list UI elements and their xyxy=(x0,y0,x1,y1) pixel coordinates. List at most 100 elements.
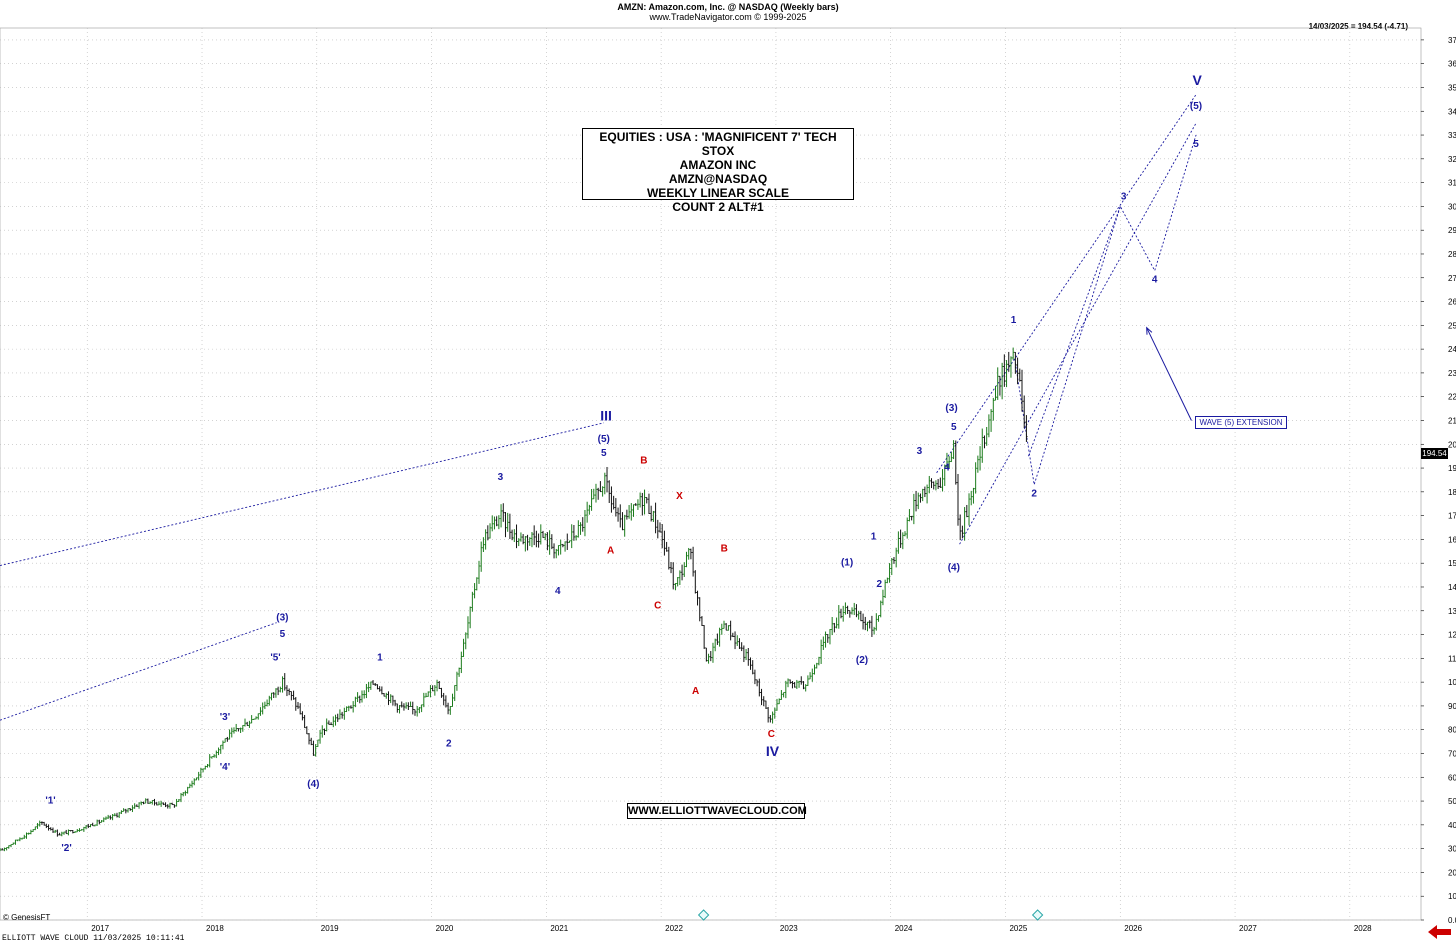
info-line: COUNT 2 ALT#1 xyxy=(672,200,764,214)
x-tick-label: 2023 xyxy=(780,924,798,933)
x-tick-label: 2028 xyxy=(1354,924,1372,933)
y-tick-label: 90.00 xyxy=(1448,702,1456,711)
x-tick-label: 2022 xyxy=(665,924,683,933)
y-tick-label: 210.00 xyxy=(1448,416,1456,425)
wave-label: III xyxy=(600,407,612,423)
y-tick-label: 240.00 xyxy=(1448,345,1456,354)
y-tick-label: 100.00 xyxy=(1448,678,1456,687)
wave-label: B xyxy=(640,455,647,466)
wave-label: '5' xyxy=(270,653,280,664)
projection-line xyxy=(1028,206,1121,457)
y-tick-label: 70.00 xyxy=(1448,749,1456,758)
y-tick-label: 230.00 xyxy=(1448,369,1456,378)
wave-label: '3' xyxy=(220,712,230,723)
x-tick-label: 2026 xyxy=(1124,924,1142,933)
wave-label: (1) xyxy=(841,558,853,569)
chart-title: AMZN: Amazon.com, Inc. @ NASDAQ (Weekly … xyxy=(617,2,839,12)
y-tick-label: 190.00 xyxy=(1448,464,1456,473)
wave-label: 2 xyxy=(446,738,452,749)
x-tick-label: 2017 xyxy=(91,924,109,933)
price-bars xyxy=(0,347,1028,852)
wave-label: A xyxy=(607,546,614,557)
x-tick-label: 2024 xyxy=(895,924,913,933)
y-tick-label: 20.00 xyxy=(1448,868,1456,877)
event-diamond-icon xyxy=(697,909,710,921)
chart-subtitle: www.TradeNavigator.com © 1999-2025 xyxy=(649,12,807,22)
event-diamond-icon xyxy=(1031,909,1044,921)
y-tick-label: 120.00 xyxy=(1448,631,1456,640)
y-tick-label: 340.00 xyxy=(1448,107,1456,116)
y-tick-label: 130.00 xyxy=(1448,607,1456,616)
wave-label: (4) xyxy=(948,562,960,573)
projection-line xyxy=(0,622,277,721)
y-tick-label: 260.00 xyxy=(1448,298,1456,307)
wave-label: B xyxy=(721,543,728,554)
wave-label: 5 xyxy=(1193,139,1199,150)
y-tick-label: 140.00 xyxy=(1448,583,1456,592)
wave-label: 5 xyxy=(951,422,957,433)
wave-label: A xyxy=(692,686,699,697)
wave-label: '2' xyxy=(61,843,71,854)
wave-label: 3 xyxy=(498,472,504,483)
wave-label: 3 xyxy=(917,446,923,457)
y-tick-label: 50.00 xyxy=(1448,797,1456,806)
x-tick-label: 2018 xyxy=(206,924,224,933)
wave-label: 5 xyxy=(601,448,607,459)
info-line: AMZN@NASDAQ xyxy=(668,172,768,186)
y-tick-label: 150.00 xyxy=(1448,559,1456,568)
wave-label: 4 xyxy=(555,586,561,597)
wave-label: 5 xyxy=(280,629,286,640)
wave-label: 4 xyxy=(944,462,950,473)
wave-label: (3) xyxy=(945,403,957,414)
copyright-label: © GenesisFT xyxy=(3,913,51,922)
extension-arrow-head xyxy=(1146,326,1153,335)
y-tick-label: 290.00 xyxy=(1448,226,1456,235)
wave-label: 2 xyxy=(876,579,882,590)
info-line: WEEKLY LINEAR SCALE xyxy=(646,186,790,200)
chart-info-box: EQUITIES : USA : 'MAGNIFICENT 7' TECH ST… xyxy=(582,128,854,214)
y-tick-label: 10.00 xyxy=(1448,892,1456,901)
scroll-left-arrow-icon[interactable] xyxy=(1428,925,1452,939)
y-tick-label: 180.00 xyxy=(1448,488,1456,497)
y-tick-label: 320.00 xyxy=(1448,155,1456,164)
x-axis: 2017 2018 2019 2020 2021 2022 2023 2024 2025 2026… xyxy=(91,924,1372,933)
y-tick-label: 330.00 xyxy=(1448,131,1456,140)
y-tick-label: 200.00 xyxy=(1448,440,1456,449)
current-price-tag: 194.54 xyxy=(1421,448,1448,459)
wave-label: (4) xyxy=(307,779,319,790)
wave-label: (2) xyxy=(856,655,868,666)
y-tick-label: 0.00 xyxy=(1448,916,1456,925)
y-tick-label: 60.00 xyxy=(1448,773,1456,782)
wave-label: (3) xyxy=(276,612,288,623)
y-tick-label: 30.00 xyxy=(1448,845,1456,854)
projection-lines xyxy=(0,94,1197,721)
y-tick-label: 360.00 xyxy=(1448,60,1456,69)
x-tick-label: 2019 xyxy=(321,924,339,933)
info-line: AMAZON INC xyxy=(679,158,757,172)
last-price-readout: 14/03/2025 = 194.54 (-4.71) xyxy=(1308,22,1408,31)
x-tick-label: 2027 xyxy=(1239,924,1257,933)
projection-line xyxy=(0,422,604,567)
y-tick-label: 40.00 xyxy=(1448,821,1456,830)
projection-line xyxy=(959,122,1197,545)
wave-label: 4 xyxy=(1152,275,1158,286)
wave-label: V xyxy=(1193,72,1203,88)
y-tick-label: 110.00 xyxy=(1448,654,1456,663)
wave-label: (5) xyxy=(1190,101,1202,112)
y-tick-label: 300.00 xyxy=(1448,202,1456,211)
y-tick-label: 370.00 xyxy=(1448,36,1456,45)
y-tick-label: 80.00 xyxy=(1448,726,1456,735)
wave-label: (5) xyxy=(598,434,610,445)
info-line: EQUITIES : USA : 'MAGNIFICENT 7' TECH ST… xyxy=(599,130,837,158)
x-tick-label: 2020 xyxy=(436,924,454,933)
wave-label: '1' xyxy=(45,795,55,806)
plot-frame xyxy=(0,27,1422,921)
y-tick-label: 160.00 xyxy=(1448,535,1456,544)
website-label: WWW.ELLIOTTWAVECLOUD.COM xyxy=(627,803,807,819)
x-tick-label: 2025 xyxy=(1009,924,1027,933)
y-tick-label: 270.00 xyxy=(1448,274,1456,283)
chart-header: AMZN: Amazon.com, Inc. @ NASDAQ (Weekly … xyxy=(0,0,1456,26)
y-axis: 0.00 10.00 20.00 30.00 40.00 50.00 60.00 70.00 8… xyxy=(1421,36,1456,925)
wave-label: 1 xyxy=(377,653,383,664)
